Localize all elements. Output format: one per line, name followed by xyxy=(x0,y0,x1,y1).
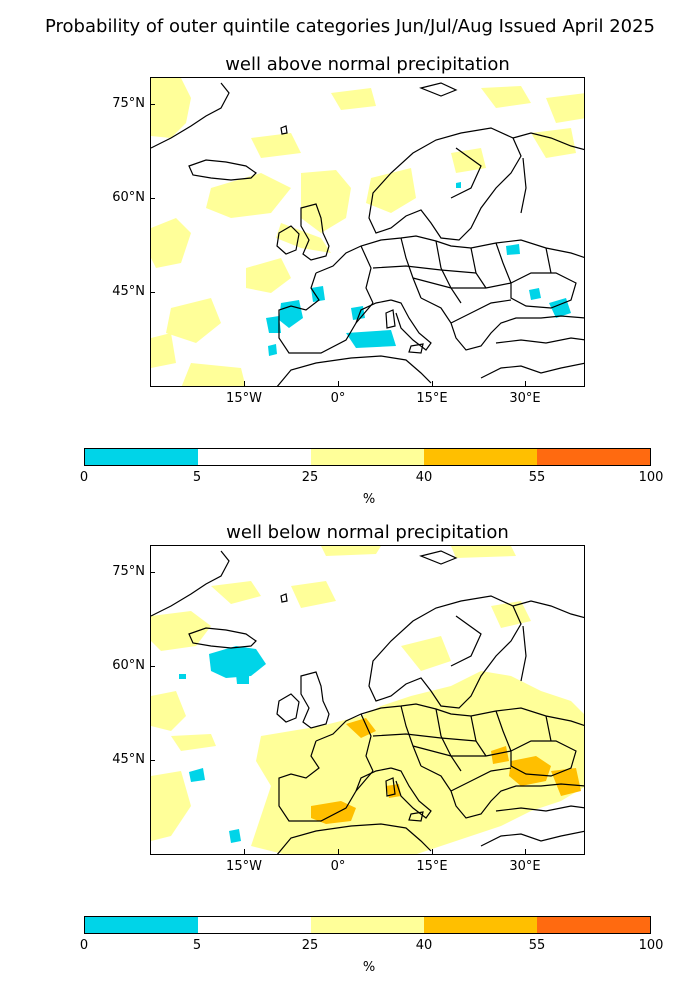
lat-tick xyxy=(150,292,155,293)
colorbar-label-40: 40 xyxy=(415,470,433,485)
colorbar-seg-5-25 xyxy=(198,449,311,465)
colorbar-seg-25-40 xyxy=(311,917,424,933)
shading-0-5 xyxy=(266,182,571,356)
colorbar-label-55: 55 xyxy=(528,470,546,485)
figure-title: Probability of outer quintile categories… xyxy=(45,16,655,37)
lon-label-30e: 30°E xyxy=(509,859,541,874)
colorbar-seg-5-25 xyxy=(198,917,311,933)
colorbar-label-25: 25 xyxy=(301,938,319,953)
map-above-normal xyxy=(150,77,585,387)
colorbar-unit: % xyxy=(362,960,376,975)
lat-label-45n: 45°N xyxy=(112,752,145,767)
colorbar-below xyxy=(84,916,651,934)
colorbar-label-0: 0 xyxy=(79,470,89,485)
lon-tick xyxy=(338,381,339,386)
lon-label-15e: 15°E xyxy=(416,859,448,874)
lat-tick xyxy=(150,760,155,761)
lon-label-15w: 15°W xyxy=(226,391,262,406)
colorbar-label-5: 5 xyxy=(192,470,202,485)
colorbar-unit: % xyxy=(362,492,376,507)
lat-label-60n: 60°N xyxy=(112,658,145,673)
colorbar-seg-25-40 xyxy=(311,449,424,465)
map-below-svg xyxy=(151,546,584,854)
lon-tick xyxy=(432,381,433,386)
lat-tick xyxy=(150,572,155,573)
shading-0-5 xyxy=(179,646,266,843)
lat-label-75n: 75°N xyxy=(112,96,145,111)
lon-tick xyxy=(525,849,526,854)
lat-tick xyxy=(150,104,155,105)
lat-tick xyxy=(150,198,155,199)
lon-tick xyxy=(244,849,245,854)
colorbar-seg-0-5 xyxy=(85,917,198,933)
lat-label-75n: 75°N xyxy=(112,564,145,579)
coastlines xyxy=(151,82,584,386)
lon-label-0: 0° xyxy=(330,391,346,406)
colorbar-label-100: 100 xyxy=(638,470,664,485)
colorbar-seg-0-5 xyxy=(85,449,198,465)
colorbar-seg-40-55 xyxy=(424,449,537,465)
lat-label-45n: 45°N xyxy=(112,284,145,299)
shading-40-55 xyxy=(311,718,581,824)
lon-label-15e: 15°E xyxy=(416,391,448,406)
lon-label-0: 0° xyxy=(330,859,346,874)
colorbar-above xyxy=(84,448,651,466)
shading-25-40 xyxy=(151,78,584,386)
colorbar-label-40: 40 xyxy=(415,938,433,953)
lon-tick xyxy=(525,381,526,386)
colorbar-label-5: 5 xyxy=(192,938,202,953)
lon-tick xyxy=(244,381,245,386)
map-below-normal xyxy=(150,545,585,855)
coastlines xyxy=(151,550,584,854)
colorbar-seg-55-100 xyxy=(537,917,650,933)
colorbar-label-100: 100 xyxy=(638,938,664,953)
lat-label-60n: 60°N xyxy=(112,190,145,205)
map-above-svg xyxy=(151,78,584,386)
lat-tick xyxy=(150,666,155,667)
lon-tick xyxy=(432,849,433,854)
lon-tick xyxy=(338,849,339,854)
panel-title-below: well below normal precipitation xyxy=(226,522,509,543)
lon-label-30e: 30°E xyxy=(509,391,541,406)
lon-label-15w: 15°W xyxy=(226,859,262,874)
panel-title-above: well above normal precipitation xyxy=(225,54,510,75)
colorbar-seg-55-100 xyxy=(537,449,650,465)
colorbar-label-55: 55 xyxy=(528,938,546,953)
colorbar-label-0: 0 xyxy=(79,938,89,953)
colorbar-seg-40-55 xyxy=(424,917,537,933)
colorbar-label-25: 25 xyxy=(301,470,319,485)
